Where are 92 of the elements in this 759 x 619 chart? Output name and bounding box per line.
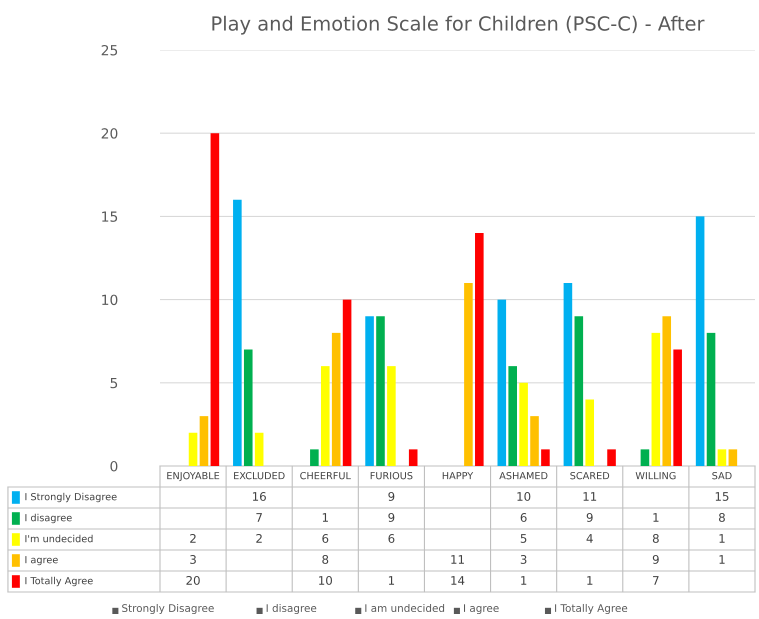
bar (200, 416, 208, 466)
data-label: 1 (322, 513, 328, 522)
data-label: 1 (653, 513, 658, 522)
y-tick-label: 5 (110, 378, 118, 388)
bar (464, 282, 473, 466)
data-label: 2 (256, 534, 262, 543)
text: Strongly Disagree (122, 604, 214, 614)
data-label: 7 (653, 576, 659, 585)
text: I disagree (266, 604, 316, 614)
bar (607, 449, 616, 466)
bar (387, 366, 396, 466)
bar (332, 332, 340, 466)
x-tick-label: SAD (712, 472, 732, 480)
bar (254, 432, 264, 466)
legend-label: I Strongly Disagree (25, 492, 117, 502)
data-label: 6 (520, 512, 527, 522)
text: I agree (464, 604, 499, 614)
bar (244, 350, 253, 466)
bar (662, 316, 672, 466)
x-tick-label: ASHAMED (499, 472, 548, 480)
data-label: 9 (388, 512, 394, 522)
data-label: 9 (388, 492, 394, 501)
x-tick-label: CHEERFUL (300, 472, 351, 480)
data-label: 3 (520, 554, 526, 564)
y-tick-label: 25 (102, 44, 118, 56)
x-tick-label: FURIOUS (370, 472, 412, 480)
bar (564, 282, 572, 466)
bar (519, 382, 528, 466)
bar (376, 316, 385, 466)
data-label: 4 (586, 534, 593, 543)
bar (320, 366, 330, 466)
data-label: 1 (521, 576, 526, 585)
data-label: 1 (719, 555, 725, 564)
data-label: 10 (319, 576, 332, 585)
text: I Totally Agree (555, 604, 628, 614)
bar (718, 449, 726, 466)
data-label: 6 (388, 534, 394, 543)
bar (365, 316, 374, 466)
bar (574, 316, 584, 466)
data-label: 8 (322, 554, 328, 564)
data-label: 10 (517, 492, 530, 501)
data-label: 16 (252, 492, 266, 501)
bar (342, 300, 352, 466)
x-tick-label: ENJOYABLE (167, 472, 220, 482)
data-label: 1 (587, 576, 592, 585)
bar (310, 449, 319, 466)
bar (210, 133, 220, 466)
data-label: 1 (388, 576, 394, 585)
data-label: 5 (520, 534, 526, 543)
bar (673, 350, 682, 466)
x-tick-label: EXCLUDED (234, 472, 285, 480)
data-label: 20 (186, 576, 200, 585)
bar (652, 332, 660, 466)
bar (530, 416, 539, 466)
data-label: 15 (716, 492, 728, 501)
x-tick-label: HAPPY (442, 472, 474, 480)
bar (541, 449, 550, 466)
data-label: 7 (256, 513, 262, 522)
data-label: 8 (718, 512, 725, 522)
y-tick-label: 15 (102, 212, 118, 222)
bar (497, 300, 506, 466)
bar (640, 449, 650, 466)
data-label: 11 (451, 555, 464, 564)
y-tick-label: 20 (102, 128, 118, 139)
data-label: 11 (584, 492, 596, 501)
legend-label: I disagree (25, 514, 72, 524)
bar (188, 432, 198, 466)
chart-title: Play and Emotion Scale for Children (PSC-C) - After (212, 16, 704, 35)
bar (706, 332, 716, 466)
data-label: 9 (586, 512, 593, 522)
bar (728, 449, 738, 466)
bar (475, 233, 484, 466)
bar (696, 216, 704, 466)
data-label: 14 (451, 576, 464, 585)
bar (585, 399, 594, 466)
legend-label: I Totally Agree (25, 576, 93, 586)
data-label: 6 (322, 534, 328, 543)
bar (508, 366, 517, 466)
bar (408, 449, 418, 466)
data-label: 1 (719, 534, 725, 543)
bar (233, 200, 242, 466)
data-label: 3 (190, 554, 196, 564)
data-label: 2 (190, 534, 196, 543)
legend-label: I agree (25, 556, 58, 566)
data-label: 9 (652, 554, 659, 564)
data-label: 8 (652, 534, 659, 543)
legend-label: I'm undecided (25, 534, 93, 542)
y-tick-label: 10 (102, 294, 118, 306)
text: I am undecided (365, 604, 444, 612)
y-tick-label: 0 (110, 460, 118, 472)
x-tick-label: SCARED (570, 472, 610, 480)
x-tick-label: WILLING (636, 472, 676, 480)
